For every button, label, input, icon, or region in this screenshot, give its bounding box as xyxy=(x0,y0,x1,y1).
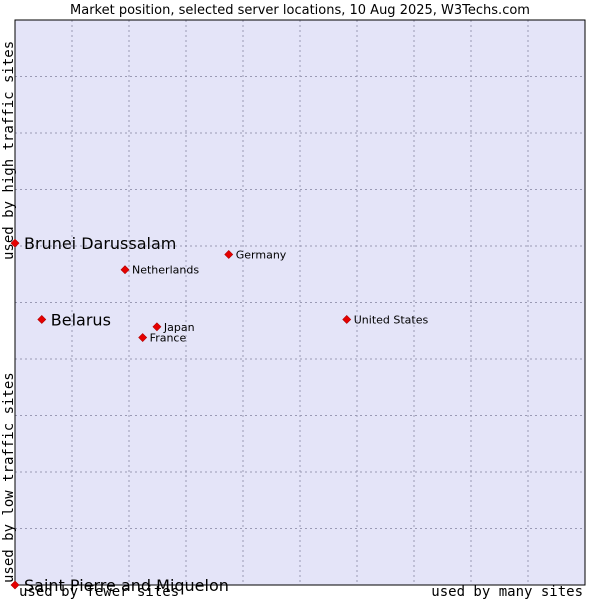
point-label: Netherlands xyxy=(132,264,199,277)
data-point-belarus: Belarus xyxy=(37,310,111,329)
point-label: Belarus xyxy=(51,310,111,329)
chart-title: Market position, selected server locatio… xyxy=(70,3,530,18)
grid xyxy=(15,20,585,585)
y-axis-label-bottom: used by low traffic sites xyxy=(1,372,17,583)
point-marker xyxy=(342,315,352,324)
point-marker xyxy=(120,265,130,275)
point-marker xyxy=(10,238,20,248)
x-axis-label-left: used by fewer sites xyxy=(19,584,179,600)
point-label: Germany xyxy=(236,248,287,261)
x-axis-label-right: used by many sites xyxy=(431,584,583,600)
data-point-netherlands: Netherlands xyxy=(120,264,199,277)
data-point-germany: Germany xyxy=(224,248,287,261)
point-marker xyxy=(10,580,20,590)
data-point-united-states: United States xyxy=(342,313,429,326)
point-marker xyxy=(138,333,148,342)
plot-frame xyxy=(14,19,586,586)
y-axis-label-top: used by high traffic sites xyxy=(1,41,17,260)
point-marker xyxy=(37,315,47,324)
point-label: Brunei Darussalam xyxy=(24,234,176,253)
data-point-brunei-darussalam: Brunei Darussalam xyxy=(10,234,176,253)
data-point-france: France xyxy=(138,332,187,345)
point-label: United States xyxy=(354,313,429,326)
point-marker xyxy=(224,250,234,259)
data-point-saint-pierre-and-miquelon: Saint Pierre and Miquelon xyxy=(10,576,229,595)
point-label: Japan xyxy=(163,321,195,334)
point-label: Saint Pierre and Miquelon xyxy=(24,576,229,595)
point-label: France xyxy=(150,332,187,345)
point-marker xyxy=(152,322,162,332)
data-points: Brunei Darussalam Germany Netherlands Belar… xyxy=(10,234,429,595)
data-point-japan: Japan xyxy=(152,321,195,334)
